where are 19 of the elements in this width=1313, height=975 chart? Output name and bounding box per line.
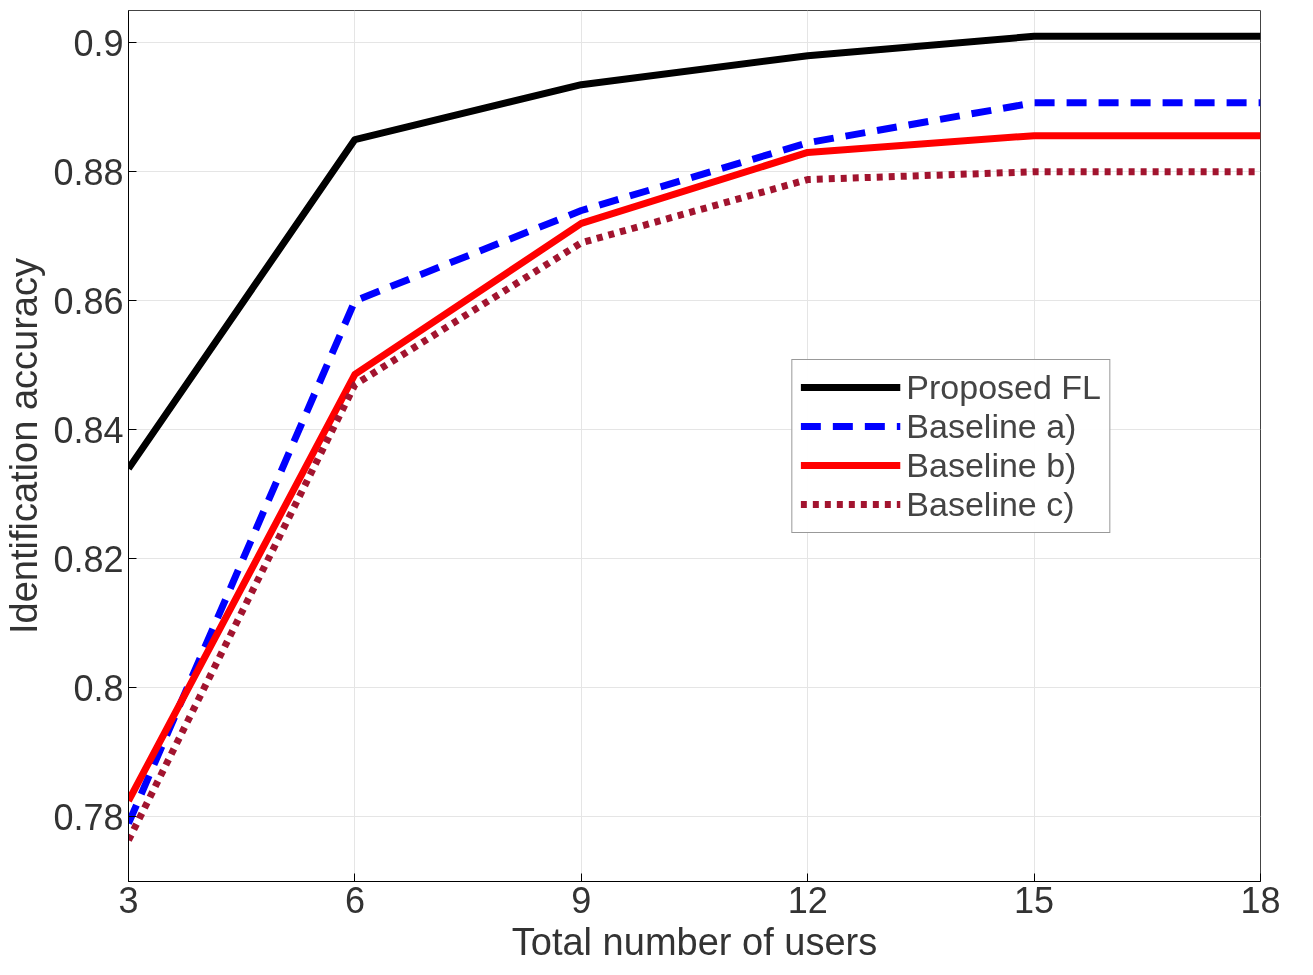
x-tick-label: 6 <box>344 879 365 921</box>
legend-label: Baseline a) <box>906 406 1077 446</box>
y-tick-label: 0.8 <box>73 667 124 709</box>
y-tick-label: 0.86 <box>53 280 124 322</box>
x-tick-label: 12 <box>787 879 828 921</box>
legend-label: Baseline b) <box>906 445 1077 485</box>
legend-label: Baseline c) <box>906 484 1075 524</box>
y-tick-label: 0.78 <box>53 796 124 838</box>
y-tick-label: 0.9 <box>73 22 124 64</box>
x-tick-label: 18 <box>1240 879 1281 921</box>
y-tick-label: 0.88 <box>53 151 124 193</box>
legend-label: Proposed FL <box>906 367 1101 407</box>
y-tick-label: 0.82 <box>53 538 124 580</box>
y-tick-label: 0.84 <box>53 409 124 451</box>
x-tick-label: 9 <box>571 879 592 921</box>
x-tick-label: 15 <box>1014 879 1055 921</box>
x-axis-title: Total number of users <box>511 920 878 963</box>
y-axis-title: Identification accuracy <box>3 258 46 634</box>
x-tick-label: 3 <box>118 879 139 921</box>
